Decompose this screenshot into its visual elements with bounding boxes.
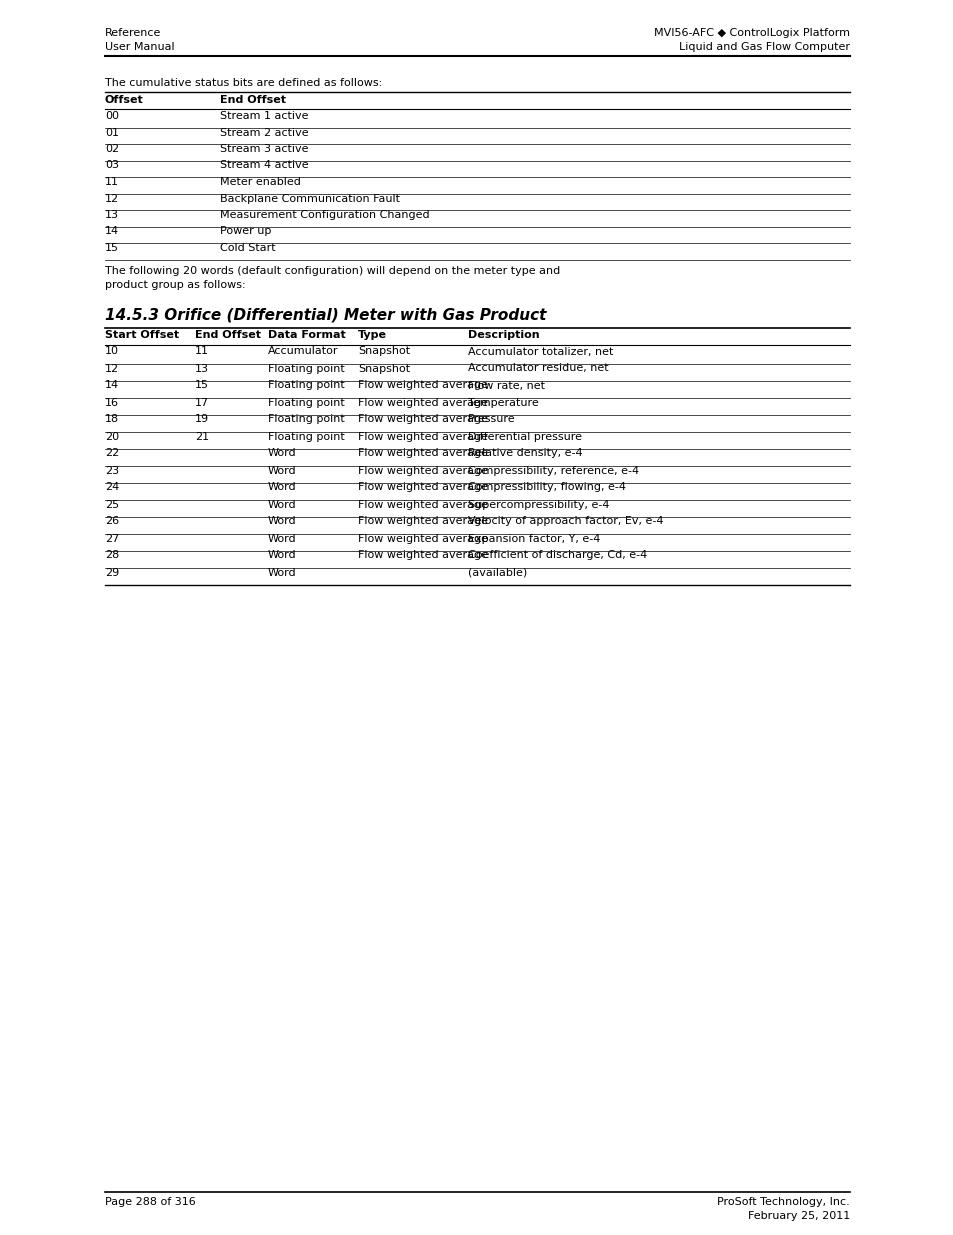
Text: Flow weighted average: Flow weighted average (357, 431, 488, 441)
Text: The following 20 words (default configuration) will depend on the meter type and: The following 20 words (default configur… (105, 266, 559, 275)
Text: End Offset: End Offset (194, 331, 261, 341)
Text: Compressibility, flowing, e-4: Compressibility, flowing, e-4 (468, 483, 625, 493)
Text: 18: 18 (105, 415, 119, 425)
Text: Type: Type (357, 331, 387, 341)
Text: Meter enabled: Meter enabled (220, 177, 300, 186)
Text: Snapshot: Snapshot (357, 363, 410, 373)
Text: 11: 11 (194, 347, 209, 357)
Text: Pressure: Pressure (468, 415, 515, 425)
Text: Word: Word (268, 516, 296, 526)
Text: User Manual: User Manual (105, 42, 174, 52)
Text: 14.5.3 Orifice (Differential) Meter with Gas Product: 14.5.3 Orifice (Differential) Meter with… (105, 308, 546, 322)
Text: Relative density, e-4: Relative density, e-4 (468, 448, 582, 458)
Text: Supercompressibility, e-4: Supercompressibility, e-4 (468, 499, 609, 510)
Text: 10: 10 (105, 347, 119, 357)
Text: Flow weighted average: Flow weighted average (357, 415, 488, 425)
Text: Backplane Communication Fault: Backplane Communication Fault (220, 194, 399, 204)
Text: Flow weighted average: Flow weighted average (357, 483, 488, 493)
Text: Word: Word (268, 499, 296, 510)
Text: 12: 12 (105, 194, 119, 204)
Text: 01: 01 (105, 127, 119, 137)
Text: 25: 25 (105, 499, 119, 510)
Text: Page 288 of 316: Page 288 of 316 (105, 1197, 195, 1207)
Text: ProSoft Technology, Inc.: ProSoft Technology, Inc. (717, 1197, 849, 1207)
Text: 27: 27 (105, 534, 119, 543)
Text: 02: 02 (105, 144, 119, 154)
Text: product group as follows:: product group as follows: (105, 279, 245, 289)
Text: 13: 13 (194, 363, 209, 373)
Text: Expansion factor, Y, e-4: Expansion factor, Y, e-4 (468, 534, 599, 543)
Text: Flow weighted average: Flow weighted average (357, 466, 488, 475)
Text: The cumulative status bits are defined as follows:: The cumulative status bits are defined a… (105, 78, 382, 88)
Text: Power up: Power up (220, 226, 271, 236)
Text: Reference: Reference (105, 28, 161, 38)
Text: End Offset: End Offset (220, 95, 286, 105)
Text: Flow weighted average: Flow weighted average (357, 516, 488, 526)
Text: Accumulator: Accumulator (268, 347, 338, 357)
Text: Snapshot: Snapshot (357, 347, 410, 357)
Text: Flow weighted average: Flow weighted average (357, 499, 488, 510)
Text: Offset: Offset (105, 95, 144, 105)
Text: Stream 4 active: Stream 4 active (220, 161, 309, 170)
Text: 11: 11 (105, 177, 119, 186)
Text: Floating point: Floating point (268, 363, 344, 373)
Text: Floating point: Floating point (268, 398, 344, 408)
Text: 23: 23 (105, 466, 119, 475)
Text: Word: Word (268, 466, 296, 475)
Text: MVI56-AFC ◆ ControlLogix Platform: MVI56-AFC ◆ ControlLogix Platform (654, 28, 849, 38)
Text: Flow weighted average: Flow weighted average (357, 398, 488, 408)
Text: Differential pressure: Differential pressure (468, 431, 581, 441)
Text: 24: 24 (105, 483, 119, 493)
Text: 15: 15 (105, 243, 119, 253)
Text: 20: 20 (105, 431, 119, 441)
Text: Cold Start: Cold Start (220, 243, 275, 253)
Text: 03: 03 (105, 161, 119, 170)
Text: Stream 3 active: Stream 3 active (220, 144, 308, 154)
Text: 14: 14 (105, 226, 119, 236)
Text: Floating point: Floating point (268, 431, 344, 441)
Text: Word: Word (268, 448, 296, 458)
Text: Accumulator totalizer, net: Accumulator totalizer, net (468, 347, 613, 357)
Text: 28: 28 (105, 551, 119, 561)
Text: 15: 15 (194, 380, 209, 390)
Text: 00: 00 (105, 111, 119, 121)
Text: 13: 13 (105, 210, 119, 220)
Text: Flow weighted average: Flow weighted average (357, 380, 488, 390)
Text: Floating point: Floating point (268, 380, 344, 390)
Text: 22: 22 (105, 448, 119, 458)
Text: Data Format: Data Format (268, 331, 345, 341)
Text: Velocity of approach factor, Ev, e-4: Velocity of approach factor, Ev, e-4 (468, 516, 662, 526)
Text: Flow weighted average: Flow weighted average (357, 551, 488, 561)
Text: 29: 29 (105, 568, 119, 578)
Text: (available): (available) (468, 568, 527, 578)
Text: Word: Word (268, 534, 296, 543)
Text: 14: 14 (105, 380, 119, 390)
Text: 17: 17 (194, 398, 209, 408)
Text: Floating point: Floating point (268, 415, 344, 425)
Text: Word: Word (268, 551, 296, 561)
Text: Coefficient of discharge, Cd, e-4: Coefficient of discharge, Cd, e-4 (468, 551, 646, 561)
Text: Stream 2 active: Stream 2 active (220, 127, 309, 137)
Text: 26: 26 (105, 516, 119, 526)
Text: Word: Word (268, 483, 296, 493)
Text: Liquid and Gas Flow Computer: Liquid and Gas Flow Computer (679, 42, 849, 52)
Text: February 25, 2011: February 25, 2011 (747, 1212, 849, 1221)
Text: 19: 19 (194, 415, 209, 425)
Text: Start Offset: Start Offset (105, 331, 179, 341)
Text: Word: Word (268, 568, 296, 578)
Text: 21: 21 (194, 431, 209, 441)
Text: 16: 16 (105, 398, 119, 408)
Text: Measurement Configuration Changed: Measurement Configuration Changed (220, 210, 429, 220)
Text: Compressibility, reference, e-4: Compressibility, reference, e-4 (468, 466, 639, 475)
Text: Flow weighted average: Flow weighted average (357, 534, 488, 543)
Text: 12: 12 (105, 363, 119, 373)
Text: Accumulator residue, net: Accumulator residue, net (468, 363, 608, 373)
Text: Flow rate, net: Flow rate, net (468, 380, 544, 390)
Text: Stream 1 active: Stream 1 active (220, 111, 308, 121)
Text: Flow weighted average: Flow weighted average (357, 448, 488, 458)
Text: Temperature: Temperature (468, 398, 538, 408)
Text: Description: Description (468, 331, 539, 341)
